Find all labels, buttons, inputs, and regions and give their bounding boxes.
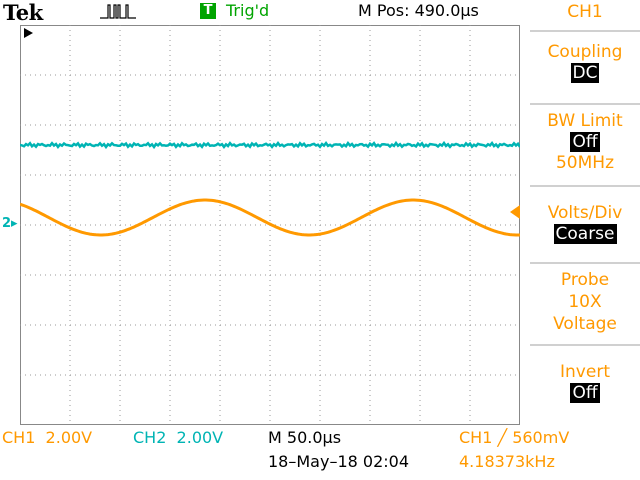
acquisition-pulse-icon bbox=[100, 2, 136, 24]
bw-limit-button[interactable]: BW Limit Off 50MHz bbox=[530, 110, 640, 174]
menu-divider bbox=[530, 30, 640, 32]
trigger-position-arrow-icon bbox=[24, 28, 33, 38]
ch2-waveform bbox=[20, 140, 520, 150]
probe-label: Probe bbox=[560, 270, 610, 290]
trigger-badge: T bbox=[200, 3, 216, 19]
menu-divider bbox=[530, 103, 640, 105]
ch1-scale: CH1 2.00V bbox=[2, 428, 93, 447]
probe-button[interactable]: Probe 10X Voltage bbox=[530, 269, 640, 335]
ch1-waveform bbox=[20, 198, 520, 237]
bw-limit-value: Off bbox=[570, 132, 600, 152]
menu-title: CH1 bbox=[530, 0, 640, 24]
waveform-display bbox=[20, 25, 520, 425]
coupling-button[interactable]: Coupling DC bbox=[530, 41, 640, 83]
volts-div-label: Volts/Div bbox=[547, 203, 623, 223]
brand-logo: Tek bbox=[3, 0, 43, 25]
probe-type: Voltage bbox=[553, 314, 617, 334]
bw-limit-sub: 50MHz bbox=[555, 153, 614, 173]
invert-label: Invert bbox=[560, 362, 610, 382]
coupling-label: Coupling bbox=[547, 42, 623, 62]
ch2-marker-arrow-icon: ▸ bbox=[11, 216, 18, 231]
date-time: 18–May–18 02:04 bbox=[268, 452, 409, 471]
ch2-ground-marker: 2▸ bbox=[2, 216, 18, 231]
frequency-readout: 4.18373kHz bbox=[459, 452, 555, 471]
timebase: M 50.0µs bbox=[268, 428, 342, 447]
menu-divider bbox=[530, 344, 640, 346]
trigger-status: Trig'd bbox=[226, 1, 270, 20]
ch2-scale: CH2 2.00V bbox=[133, 428, 224, 447]
invert-value: Off bbox=[570, 383, 600, 403]
menu-divider bbox=[530, 185, 640, 187]
horizontal-position: M Pos: 490.0µs bbox=[358, 1, 479, 20]
volts-div-button[interactable]: Volts/Div Coarse bbox=[530, 202, 640, 244]
bw-limit-label: BW Limit bbox=[547, 111, 623, 131]
menu-title-label: CH1 bbox=[567, 2, 603, 22]
volts-div-value: Coarse bbox=[553, 224, 617, 244]
trigger-readout: CH1 ╱ 560mV bbox=[459, 428, 570, 447]
probe-attenuation: 10X bbox=[568, 292, 602, 312]
menu-divider bbox=[530, 262, 640, 264]
trigger-level-arrow-icon bbox=[510, 205, 520, 219]
coupling-value: DC bbox=[570, 63, 600, 83]
ch2-marker-label: 2 bbox=[2, 216, 12, 231]
invert-button[interactable]: Invert Off bbox=[530, 361, 640, 403]
